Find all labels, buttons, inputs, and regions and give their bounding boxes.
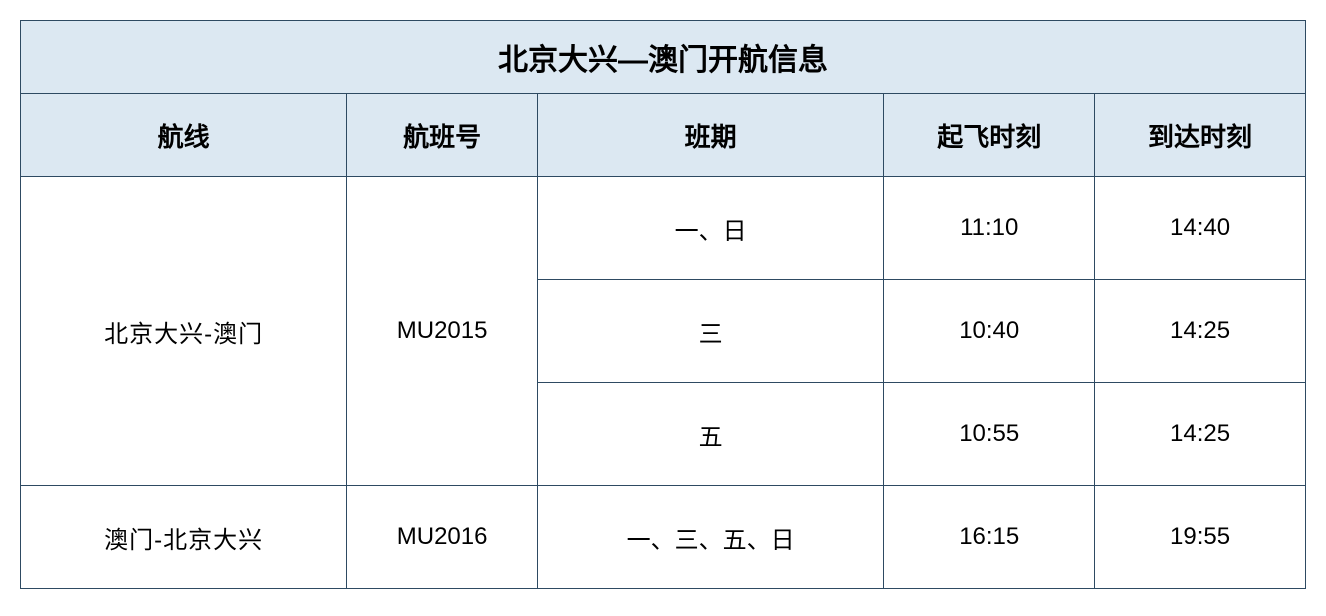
table-row: 北京大兴-澳门 MU2015 一、日 11:10 14:40 [21, 177, 1306, 280]
arrival-time: 14:25 [1095, 280, 1306, 383]
table-row: 澳门-北京大兴 MU2016 一、三、五、日 16:15 19:55 [21, 486, 1306, 589]
departure-time: 10:40 [884, 280, 1095, 383]
arrival-time: 14:25 [1095, 383, 1306, 486]
schedule-days: 五 [537, 383, 883, 486]
route-name: 北京大兴-澳门 [21, 177, 347, 486]
flight-schedule-table: 北京大兴—澳门开航信息 航线 航班号 班期 起飞时刻 到达时刻 北京大兴-澳门 … [20, 20, 1306, 589]
schedule-days: 一、日 [537, 177, 883, 280]
header-row: 航线 航班号 班期 起飞时刻 到达时刻 [21, 94, 1306, 177]
arrival-time: 14:40 [1095, 177, 1306, 280]
column-flight-no: 航班号 [347, 94, 538, 177]
route-name: 澳门-北京大兴 [21, 486, 347, 589]
schedule-days: 一、三、五、日 [537, 486, 883, 589]
flight-number: MU2016 [347, 486, 538, 589]
departure-time: 11:10 [884, 177, 1095, 280]
column-schedule: 班期 [537, 94, 883, 177]
flight-number: MU2015 [347, 177, 538, 486]
departure-time: 16:15 [884, 486, 1095, 589]
column-arrival: 到达时刻 [1095, 94, 1306, 177]
title-row: 北京大兴—澳门开航信息 [21, 21, 1306, 94]
schedule-days: 三 [537, 280, 883, 383]
column-route: 航线 [21, 94, 347, 177]
column-departure: 起飞时刻 [884, 94, 1095, 177]
departure-time: 10:55 [884, 383, 1095, 486]
arrival-time: 19:55 [1095, 486, 1306, 589]
table-title: 北京大兴—澳门开航信息 [21, 21, 1306, 94]
